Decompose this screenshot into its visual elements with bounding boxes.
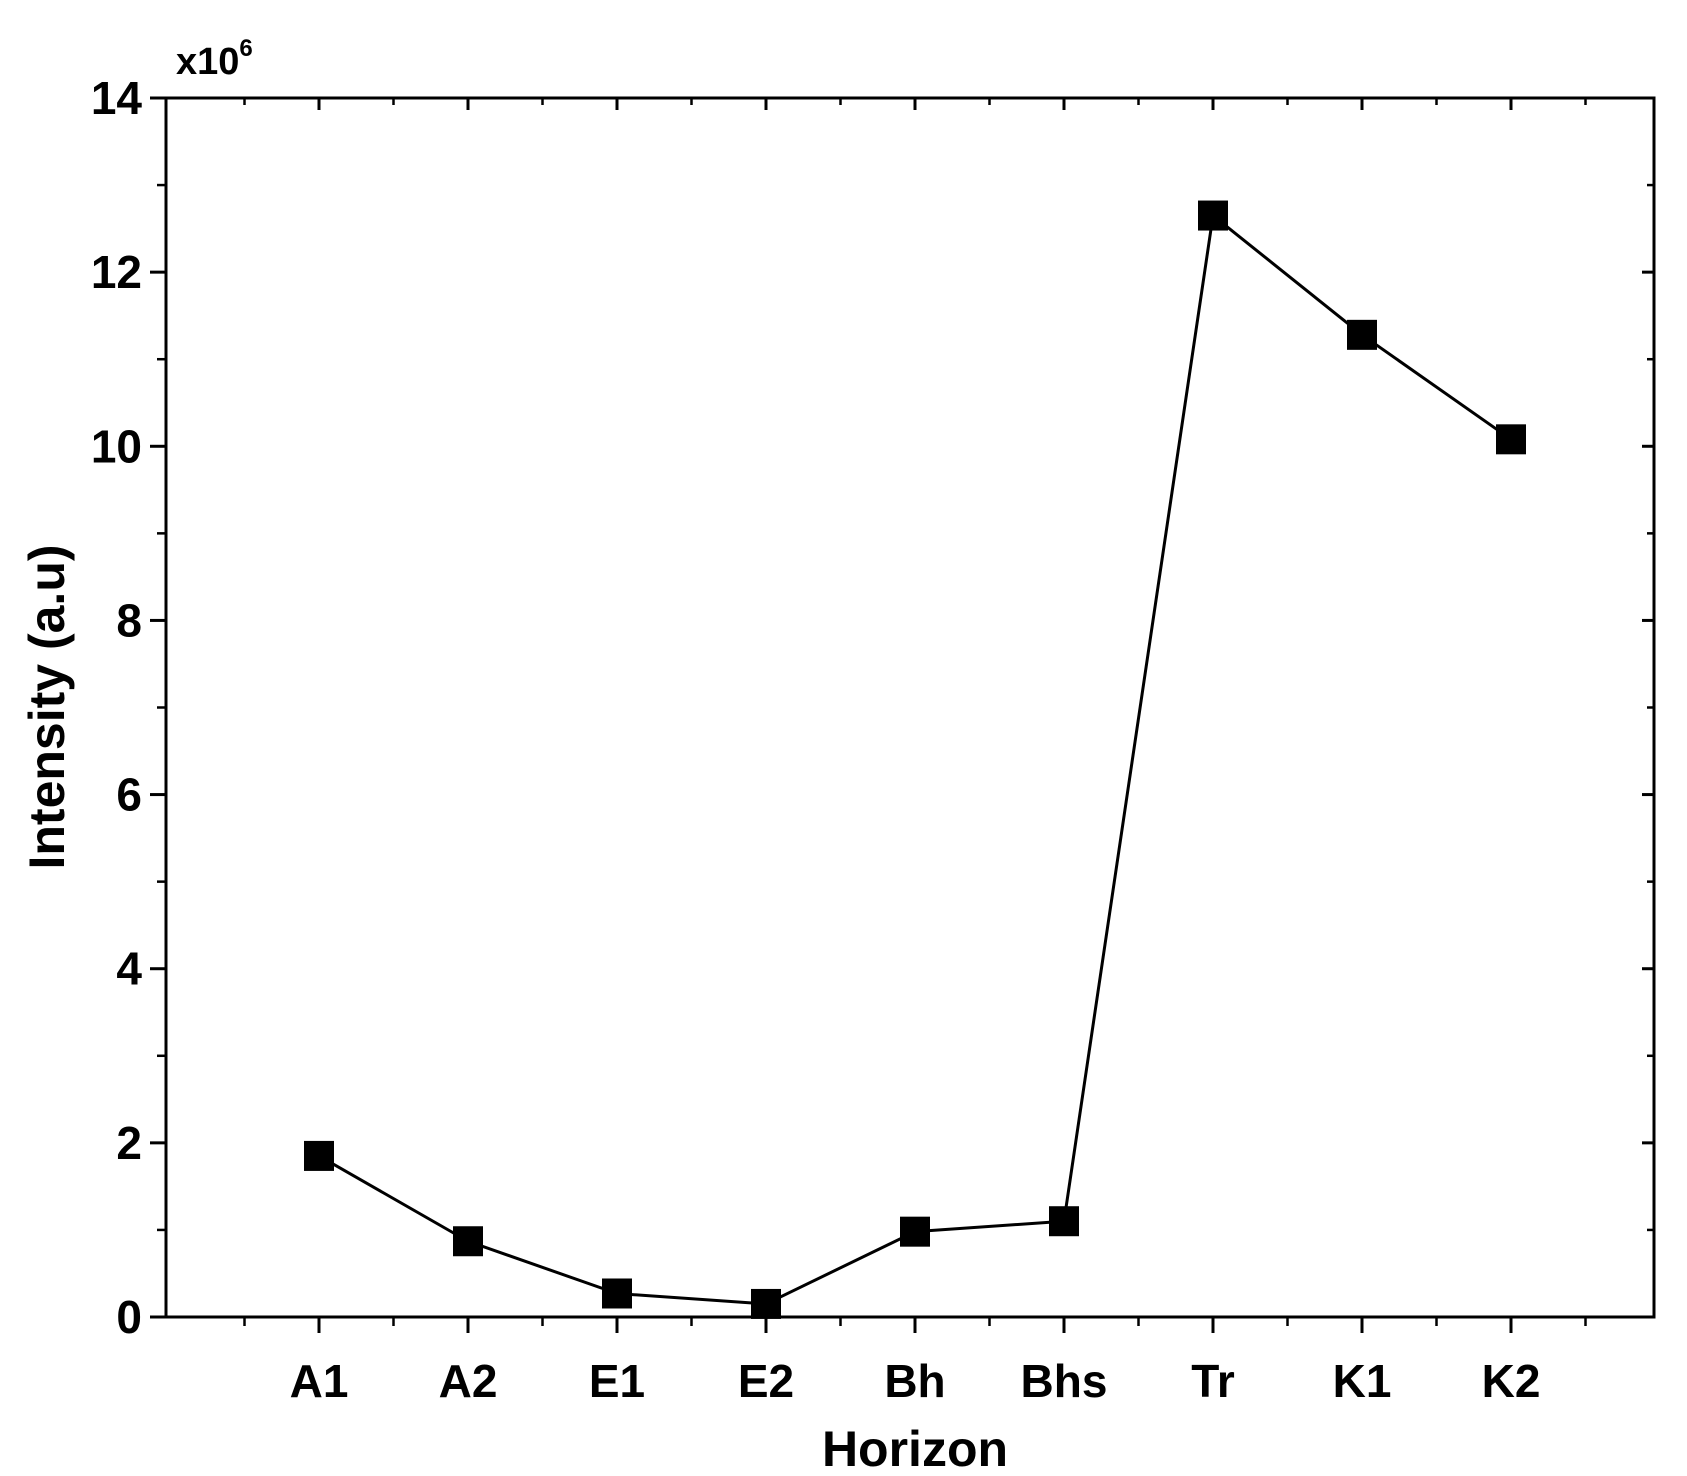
x-axis-title: Horizon xyxy=(822,1421,1008,1476)
data-point-a1 xyxy=(304,1140,334,1171)
data-point-e2 xyxy=(751,1288,781,1319)
series-line-segment xyxy=(1361,333,1512,441)
x-tick-label-e2: E2 xyxy=(738,1355,794,1407)
y-axis-title: Intensity (a.u) xyxy=(19,544,75,869)
x-tick-labels: A1 A2 E1 E2 Bh Bhs Tr K1 K2 xyxy=(290,1355,1541,1407)
y-tick-label: 0 xyxy=(116,1291,142,1343)
y-multiplier-base: x10 xyxy=(176,41,239,83)
minor-ticks xyxy=(157,98,1654,1326)
series-line-segment xyxy=(1062,215,1215,1222)
x-tick-label-bhs: Bhs xyxy=(1021,1355,1108,1407)
major-ticks xyxy=(150,96,1654,1333)
y-tick-label: 10 xyxy=(91,420,142,472)
y-tick-label: 4 xyxy=(116,943,142,995)
plot-frame xyxy=(164,96,1656,1319)
x-tick-label-bh: Bh xyxy=(884,1355,945,1407)
y-tick-label: 6 xyxy=(116,769,142,821)
data-point-e1 xyxy=(602,1278,632,1309)
y-tick-label: 8 xyxy=(116,594,142,646)
data-point-tr xyxy=(1198,200,1228,231)
x-tick-label-e1: E1 xyxy=(589,1355,645,1407)
data-point-bh xyxy=(900,1216,930,1247)
y-tick-label: 2 xyxy=(116,1117,142,1169)
data-point-bhs xyxy=(1049,1206,1079,1237)
x-tick-label-a1: A1 xyxy=(290,1355,349,1407)
series-line-segment xyxy=(467,1239,618,1295)
series-line-segment xyxy=(616,1291,767,1306)
x-tick-label-tr: Tr xyxy=(1191,1355,1235,1407)
data-point-k1 xyxy=(1347,319,1377,350)
data-point-a2 xyxy=(453,1226,483,1257)
series-line-segment xyxy=(318,1154,469,1243)
y-tick-labels: 0 2 4 6 8 10 12 14 xyxy=(91,72,143,1343)
series-line-segment xyxy=(914,1219,1065,1234)
series-lines xyxy=(318,214,1512,1306)
x-tick-label-k1: K1 xyxy=(1333,1355,1392,1407)
series-markers xyxy=(304,200,1526,1319)
data-point-k2 xyxy=(1496,424,1526,455)
y-multiplier: x106 xyxy=(176,35,253,83)
x-tick-label-a2: A2 xyxy=(439,1355,498,1407)
series-line-segment xyxy=(1212,214,1363,337)
x-tick-label-k2: K2 xyxy=(1482,1355,1541,1407)
series-line-segment xyxy=(765,1230,916,1306)
y-multiplier-exponent: 6 xyxy=(239,35,252,62)
y-tick-label: 12 xyxy=(91,246,142,298)
y-tick-label: 14 xyxy=(91,72,143,124)
